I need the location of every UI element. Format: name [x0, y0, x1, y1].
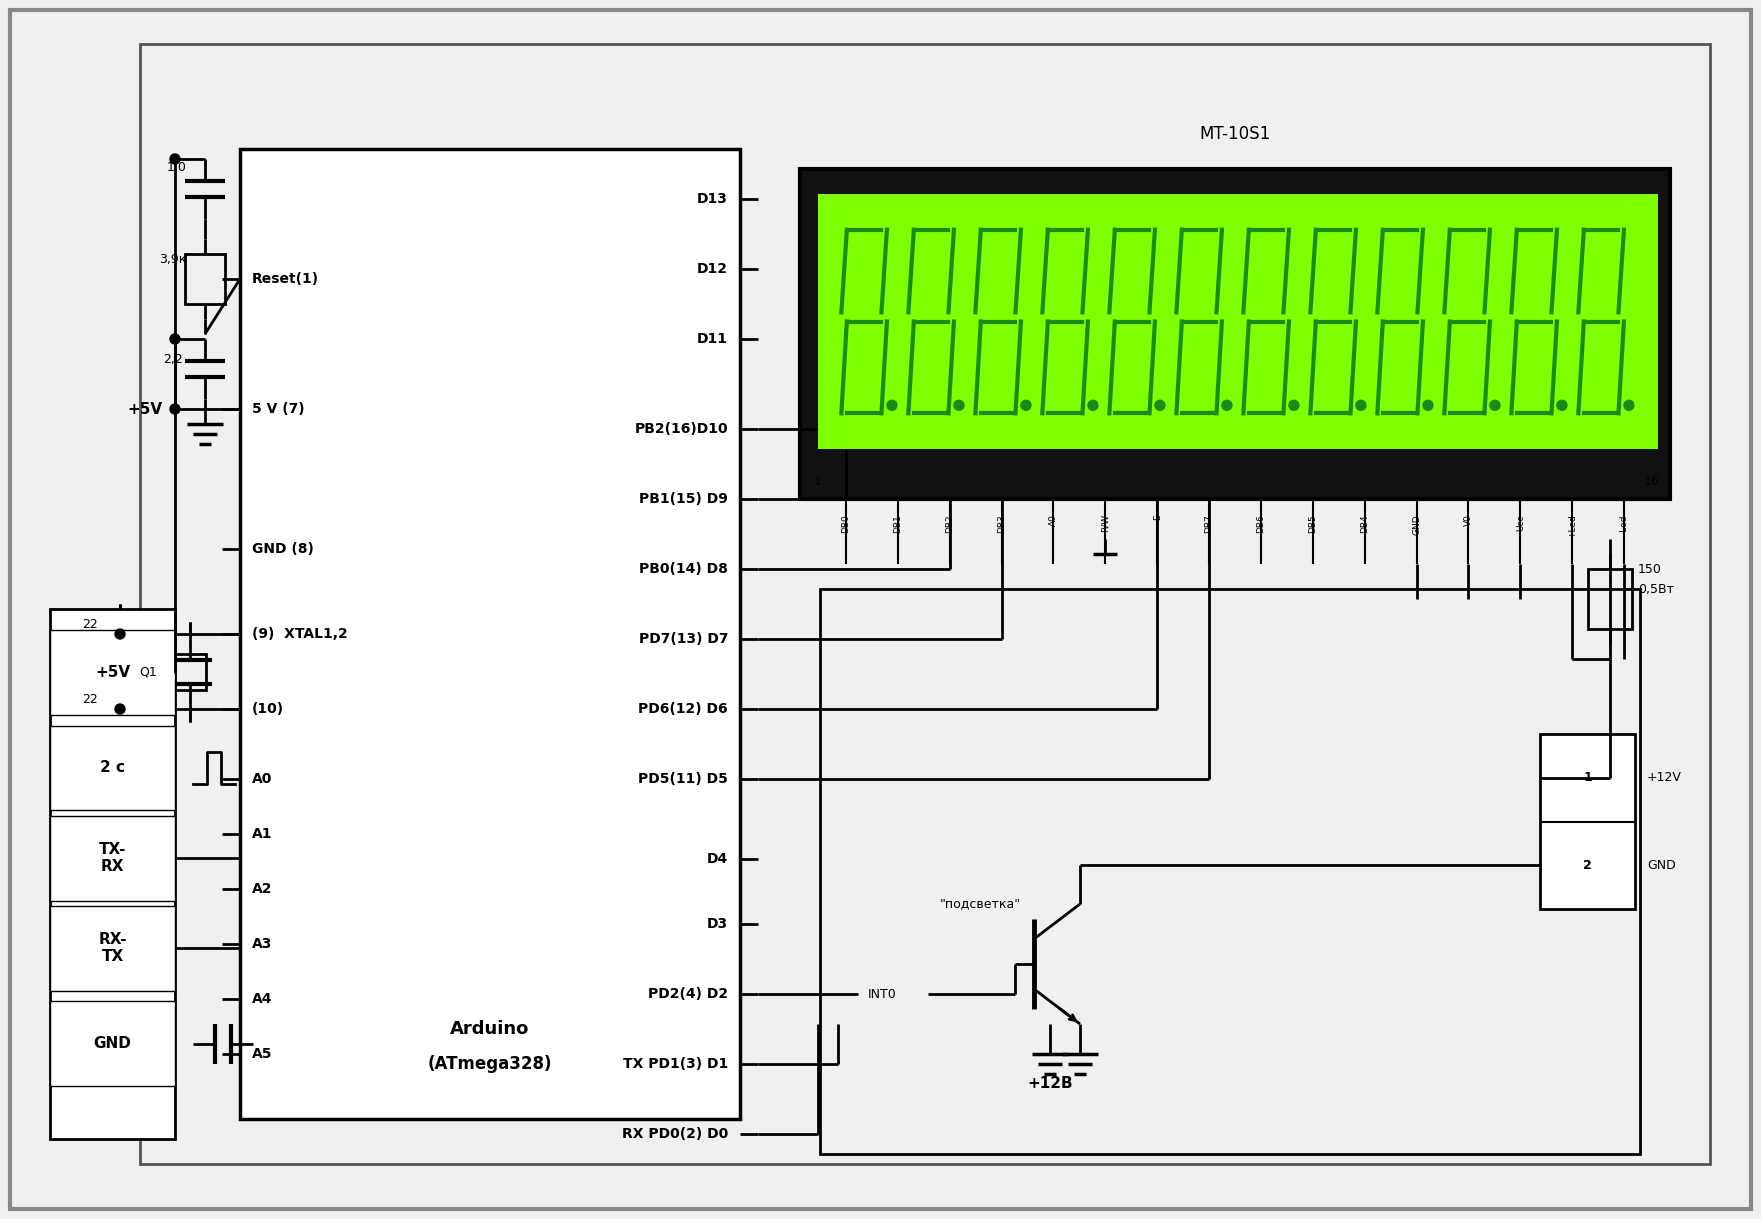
Circle shape — [1021, 400, 1030, 411]
Circle shape — [171, 403, 180, 414]
Text: V0: V0 — [1463, 514, 1472, 525]
Text: A0: A0 — [1050, 514, 1058, 525]
Text: PB0(14) D8: PB0(14) D8 — [639, 562, 727, 577]
Text: DB5: DB5 — [1308, 514, 1317, 533]
Text: +12V: +12V — [1647, 772, 1682, 784]
Text: +5V: +5V — [127, 401, 162, 417]
Text: DB0: DB0 — [842, 514, 851, 533]
Text: E: E — [1153, 514, 1162, 519]
Text: D11: D11 — [697, 332, 727, 346]
Text: D13: D13 — [697, 193, 727, 206]
Text: 3,9к: 3,9к — [158, 252, 187, 266]
Text: A2: A2 — [252, 883, 273, 896]
Circle shape — [1356, 400, 1367, 411]
Circle shape — [1289, 400, 1300, 411]
Text: (10): (10) — [252, 702, 284, 716]
Text: DB2: DB2 — [946, 514, 954, 533]
Text: Reset(1): Reset(1) — [252, 272, 319, 286]
Text: PD6(12) D6: PD6(12) D6 — [639, 702, 727, 716]
Text: GND: GND — [1647, 858, 1676, 872]
Text: D4: D4 — [706, 852, 727, 865]
Bar — [141, 44, 1710, 1164]
Text: 2 c: 2 c — [100, 761, 125, 775]
Text: TX PD1(3) D1: TX PD1(3) D1 — [623, 1057, 727, 1072]
Text: A4: A4 — [252, 992, 273, 1006]
Text: DB1: DB1 — [893, 514, 902, 533]
Circle shape — [1490, 400, 1500, 411]
Text: 1: 1 — [814, 474, 822, 488]
Circle shape — [954, 400, 963, 411]
Circle shape — [1624, 400, 1634, 411]
Text: MT-10S1: MT-10S1 — [1199, 126, 1271, 143]
Bar — [185, 254, 225, 304]
Text: Ucc: Ucc — [1516, 514, 1525, 530]
Text: GND: GND — [1412, 514, 1421, 535]
Text: "подсветка": "подсветка" — [940, 897, 1021, 911]
Text: Arduino: Arduino — [451, 1020, 530, 1039]
Text: DB4: DB4 — [1359, 514, 1370, 533]
Text: PB1(15) D9: PB1(15) D9 — [639, 492, 727, 506]
Bar — [49, 610, 174, 1139]
Text: 22: 22 — [83, 692, 99, 706]
Text: (9)  XTAL1,2: (9) XTAL1,2 — [252, 627, 347, 641]
Text: A0: A0 — [252, 772, 273, 786]
Circle shape — [114, 629, 125, 639]
Text: RX PD0(2) D0: RX PD0(2) D0 — [622, 1128, 727, 1141]
Text: D3: D3 — [706, 917, 727, 931]
Text: GND (8): GND (8) — [252, 542, 313, 556]
Bar — [49, 725, 174, 811]
Text: Q1: Q1 — [139, 666, 157, 678]
Bar — [239, 149, 740, 1119]
Circle shape — [1088, 400, 1097, 411]
Text: +5V: +5V — [95, 666, 130, 680]
Text: A5: A5 — [252, 1047, 273, 1061]
Bar — [49, 906, 174, 991]
Text: 2,2: 2,2 — [164, 352, 183, 366]
Text: (ATmega328): (ATmega328) — [428, 1054, 553, 1073]
Text: RX-
TX: RX- TX — [99, 933, 127, 964]
Bar — [49, 1001, 174, 1086]
Circle shape — [171, 154, 180, 165]
Circle shape — [114, 705, 125, 714]
Text: 1,0: 1,0 — [167, 161, 187, 173]
Text: 2: 2 — [1583, 858, 1592, 872]
Text: 0,5Вт: 0,5Вт — [1638, 583, 1675, 596]
Circle shape — [1155, 400, 1166, 411]
Text: 22: 22 — [83, 618, 99, 630]
Bar — [1541, 734, 1634, 909]
Text: DB6: DB6 — [1256, 514, 1266, 533]
Text: PD5(11) D5: PD5(11) D5 — [637, 772, 727, 786]
Text: PB2(16)D10: PB2(16)D10 — [634, 422, 727, 436]
Bar — [1588, 569, 1632, 629]
Circle shape — [171, 334, 180, 344]
Text: PD7(13) D7: PD7(13) D7 — [639, 631, 727, 646]
Circle shape — [1222, 400, 1233, 411]
Circle shape — [1423, 400, 1433, 411]
Text: D12: D12 — [697, 262, 727, 275]
Text: A1: A1 — [252, 826, 273, 841]
Circle shape — [888, 400, 896, 411]
Text: R/W: R/W — [1101, 514, 1109, 533]
Text: 16: 16 — [1645, 474, 1661, 488]
Text: A3: A3 — [252, 937, 273, 951]
Bar — [799, 169, 1669, 499]
Text: DB7: DB7 — [1205, 514, 1213, 533]
Text: +Led: +Led — [1567, 514, 1576, 538]
Bar — [49, 816, 174, 901]
Text: TX-
RX: TX- RX — [99, 842, 127, 874]
Bar — [819, 194, 1659, 449]
Bar — [821, 589, 1639, 1154]
Text: DB3: DB3 — [997, 514, 1006, 533]
Text: PD2(4) D2: PD2(4) D2 — [648, 987, 727, 1001]
Bar — [49, 630, 174, 716]
Text: +12В: +12В — [1027, 1076, 1072, 1091]
Text: INT0: INT0 — [868, 987, 896, 1001]
Text: 5 V (7): 5 V (7) — [252, 402, 305, 416]
Text: 1: 1 — [1583, 772, 1592, 784]
Bar — [174, 653, 206, 690]
Text: 150: 150 — [1638, 562, 1662, 575]
Text: GND: GND — [93, 1036, 132, 1051]
Circle shape — [1557, 400, 1567, 411]
Text: -Led: -Led — [1620, 514, 1629, 534]
